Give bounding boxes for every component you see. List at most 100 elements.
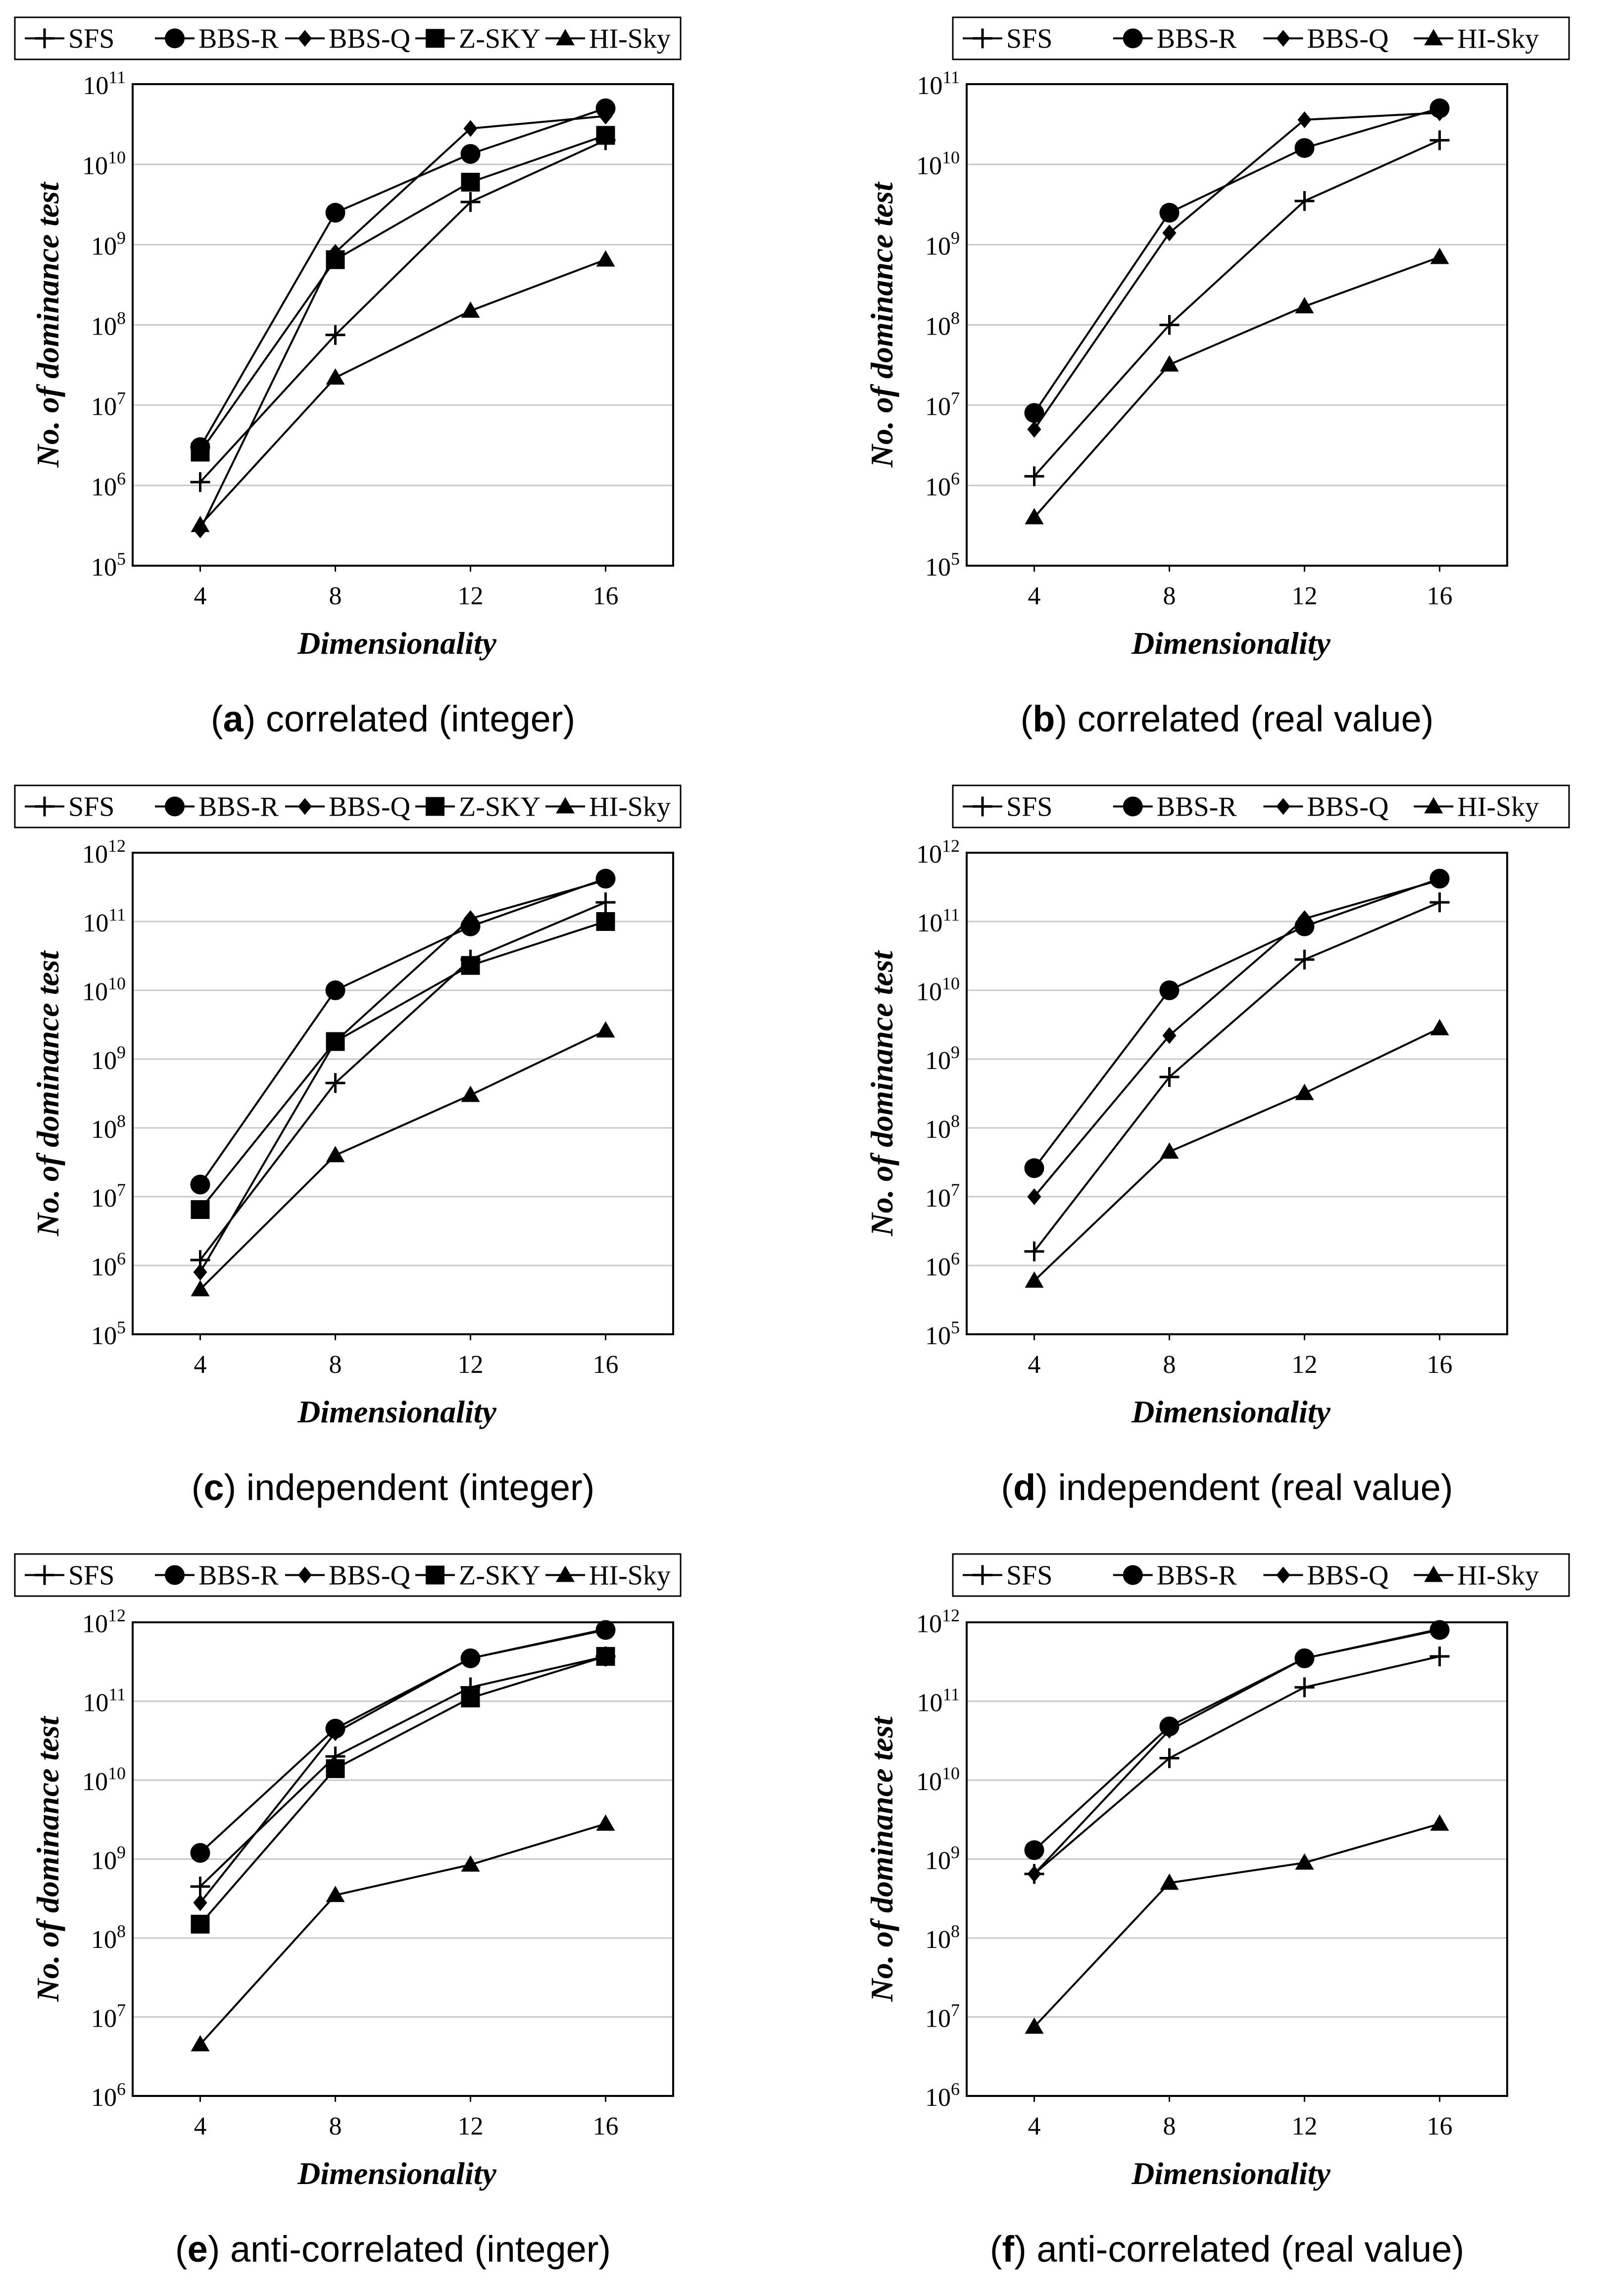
- plot-frame-e: [132, 1621, 674, 2097]
- legend-label-bbs-r: BBS-R: [1157, 792, 1237, 823]
- legend-d: SFS BBS-R BBS-Q HI-Sky: [952, 784, 1570, 828]
- data-point-hi-sky-4: [1025, 508, 1044, 525]
- legend-label-hi-sky: HI-Sky: [589, 792, 671, 823]
- x-tick-label-a: 12: [458, 582, 484, 610]
- data-point-bbs-q-12: [463, 1650, 478, 1667]
- data-point-sfs-8: [1159, 315, 1180, 335]
- series-line-sfs: [199, 139, 606, 483]
- data-point-z-sky-12: [461, 956, 480, 975]
- data-point-z-sky-8: [326, 1759, 345, 1778]
- y-tick-label-a: 107: [91, 389, 126, 421]
- legend-marker-bbs-q: [298, 30, 312, 47]
- legend-marker-bbs-r: [165, 28, 185, 49]
- y-tick-label-d: 1012: [916, 836, 960, 869]
- data-point-bbs-q-16: [598, 872, 613, 889]
- data-point-hi-sky-16: [596, 1814, 615, 1831]
- data-point-bbs-r-8: [1159, 202, 1180, 223]
- y-tick-label-c: 107: [91, 1180, 126, 1213]
- x-tick-label-d: 12: [1292, 1351, 1318, 1379]
- x-tick-label-f: 4: [1028, 2112, 1041, 2140]
- x-axis-title-c: Dimensionality: [297, 1394, 496, 1429]
- legend-label-hi-sky: HI-Sky: [1457, 24, 1539, 54]
- y-tick-label-e: 1010: [82, 1763, 126, 1796]
- series-z-sky-c: [191, 912, 615, 1219]
- data-point-sfs-16: [1429, 130, 1450, 150]
- y-tick-label-a: 105: [91, 549, 126, 582]
- data-point-bbs-q-16: [598, 107, 613, 125]
- series-line-z-sky: [199, 921, 606, 1211]
- data-point-hi-sky-4: [191, 2035, 210, 2051]
- data-point-hi-sky-12: [461, 1085, 480, 1102]
- x-tick-label-c: 4: [194, 1351, 207, 1379]
- data-point-sfs-4: [1024, 466, 1044, 486]
- data-point-bbs-q-4: [1027, 1865, 1041, 1883]
- x-tick-label-c: 16: [593, 1351, 619, 1379]
- legend-label-hi-sky: HI-Sky: [1457, 1560, 1539, 1591]
- caption-letter: c: [203, 1467, 224, 1508]
- plot-frame-d: [966, 852, 1508, 1335]
- series-bbs-q-f: [1027, 1620, 1447, 1883]
- x-tick-label-d: 8: [1163, 1351, 1176, 1379]
- series-line-bbs-r: [1033, 1629, 1440, 1851]
- series-line-hi-sky: [199, 1029, 606, 1290]
- legend-label-bbs-q: BBS-Q: [329, 24, 410, 54]
- plot-frame-f: [966, 1621, 1508, 2097]
- x-tick-label-f: 12: [1292, 2112, 1318, 2140]
- series-bbs-r-e: [190, 1620, 616, 1863]
- chart-panel-e: SFS BBS-R BBS-Q Z-SKY HI-Sky 106 107 108 109 1010…: [14, 1553, 682, 2270]
- legend-marker-hi-sky: [1424, 797, 1443, 814]
- data-point-hi-sky-4: [191, 1280, 210, 1297]
- data-point-hi-sky-12: [1295, 1083, 1314, 1100]
- data-point-z-sky-16: [596, 1647, 615, 1666]
- data-point-z-sky-8: [326, 1032, 345, 1051]
- legend-a: SFS BBS-R BBS-Q Z-SKY HI-Sky: [14, 16, 682, 60]
- series-sfs-d: [1024, 892, 1450, 1262]
- series-bbs-q-b: [1027, 104, 1447, 438]
- data-point-bbs-q-8: [328, 1724, 343, 1741]
- series-line-bbs-q: [199, 115, 606, 531]
- legend-label-bbs-r: BBS-R: [1157, 1560, 1237, 1591]
- y-axis-title-c: No. of dominance test: [30, 950, 65, 1236]
- legend-frame: [952, 1553, 1570, 1597]
- chart-panel-a: SFS BBS-R BBS-Q Z-SKY HI-Sky 105 106 107 108 109 1…: [14, 16, 682, 739]
- x-tick-label-e: 4: [194, 2112, 207, 2140]
- series-line-sfs: [1033, 139, 1440, 477]
- series-line-bbs-q: [199, 1628, 606, 1903]
- legend-marker-bbs-r: [1123, 1565, 1143, 1585]
- series-line-bbs-r: [199, 1629, 606, 1854]
- y-tick-label-c: 109: [91, 1042, 126, 1075]
- chart-panel-b: SFS BBS-R BBS-Q HI-Sky 105 106 107 108 109 1010 10…: [864, 16, 1570, 739]
- series-bbs-r-f: [1024, 1620, 1450, 1860]
- x-tick-label-f: 16: [1427, 2112, 1453, 2140]
- series-bbs-r-b: [1024, 98, 1450, 423]
- y-tick-label-f: 109: [925, 1843, 960, 1875]
- data-point-bbs-q-8: [1162, 224, 1177, 242]
- x-tick-label-a: 16: [593, 582, 619, 610]
- y-tick-label-e: 107: [91, 2000, 126, 2033]
- legend-label-bbs-q: BBS-Q: [1307, 24, 1389, 54]
- data-point-sfs-16: [1429, 892, 1450, 913]
- y-tick-label-f: 1011: [917, 1685, 960, 1717]
- data-point-hi-sky-16: [1430, 1019, 1449, 1035]
- legend-marker-sfs: [973, 1565, 992, 1585]
- legend-marker-hi-sky: [556, 29, 575, 46]
- series-line-z-sky: [199, 134, 606, 453]
- series-line-z-sky: [199, 1655, 606, 1925]
- data-point-bbs-q-4: [193, 1263, 207, 1281]
- y-tick-label-f: 1012: [916, 1605, 960, 1638]
- caption-text: independent (integer): [246, 1467, 595, 1508]
- data-point-hi-sky-12: [461, 1855, 480, 1872]
- y-axis-title-b: No. of dominance test: [864, 181, 899, 468]
- data-point-sfs-8: [1159, 1748, 1180, 1768]
- legend-label-bbs-q: BBS-Q: [329, 1560, 410, 1591]
- caption-letter: d: [1013, 1467, 1035, 1508]
- series-line-bbs-q: [1033, 1628, 1440, 1875]
- data-point-bbs-r-8: [325, 980, 345, 1000]
- y-tick-label-d: 107: [925, 1180, 960, 1213]
- legend-marker-hi-sky: [1424, 1565, 1443, 1582]
- data-point-sfs-16: [1429, 1646, 1450, 1666]
- data-point-hi-sky-8: [1160, 355, 1179, 372]
- series-hi-sky-c: [191, 1021, 615, 1297]
- x-axis-title-d: Dimensionality: [1131, 1394, 1330, 1429]
- data-point-hi-sky-8: [1160, 1873, 1179, 1890]
